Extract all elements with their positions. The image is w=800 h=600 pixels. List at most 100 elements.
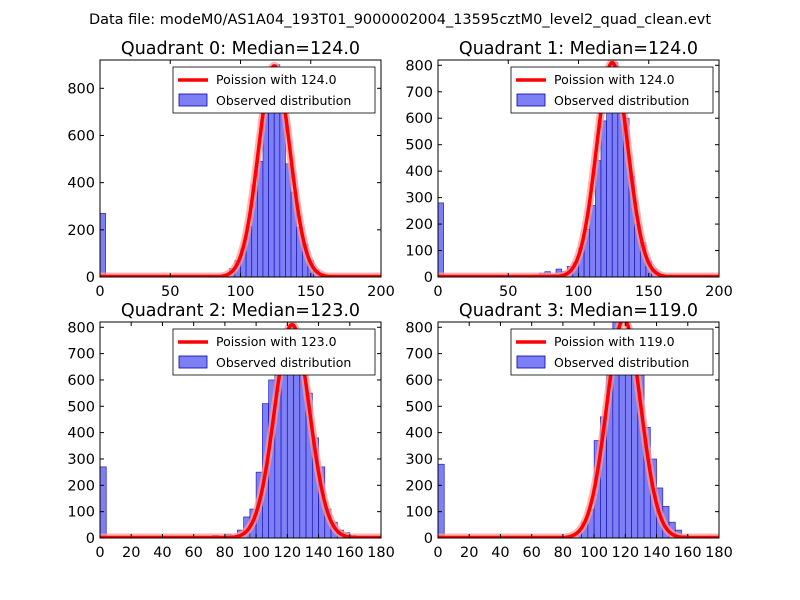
x-tick-label: 180 [705,545,733,561]
legend-patch-swatch [516,93,546,107]
y-tick-label: 800 [405,58,433,74]
axes-frame [437,321,720,539]
histogram-bar [600,120,607,277]
y-tick-label: 700 [405,347,433,363]
x-tick-label: 160 [336,545,364,561]
poisson-curve [438,60,719,277]
poisson-fit [438,322,719,538]
x-tick-label: 0 [95,284,104,300]
y-tick-label: 0 [424,531,433,547]
legend-label-fit: Poission with 124.0 [216,72,337,87]
legend: Poission with 124.0 Observed distribution [172,66,376,114]
x-tick-label: 0 [433,545,442,561]
legend-label-fit: Poission with 119.0 [554,334,675,349]
y-tick-label: 200 [405,478,433,494]
y-tick-label: 400 [405,164,433,180]
y-tick-label: 600 [67,373,95,389]
y-axis: 0 100 200 300 400 500 600 700 800 [405,320,719,547]
subplot-title: Quadrant 0: Median=124.0 [121,39,360,59]
x-tick-label: 100 [242,545,270,561]
poisson-curve [438,322,719,538]
legend-patch-swatch [178,93,208,107]
subplots: Quadrant 0: Median=124.00 50 100 150 2000200… [67,39,733,561]
legend-label-observed: Observed distribution [554,93,689,108]
y-tick-label: 600 [67,128,95,144]
legend-label-fit: Poission with 124.0 [554,72,675,87]
x-tick-label: 100 [580,545,608,561]
y-tick-label: 100 [405,505,433,521]
x-tick-label: 160 [674,545,702,561]
y-axis: 0 200 400 600 800 [67,81,381,286]
x-tick-label: 20 [122,545,140,561]
x-tick-label: 50 [499,284,517,300]
histogram-bar [438,202,444,277]
subplot-0: Quadrant 0: Median=124.0 0 50 100 150 200 0 200… [67,39,395,300]
x-tick-label: 60 [522,545,540,561]
x-tick-label: 40 [491,545,509,561]
y-tick-label: 100 [67,505,95,521]
x-tick-label: 50 [161,284,179,300]
x-tick-label: 200 [705,284,733,300]
legend-label-observed: Observed distribution [554,355,689,370]
legend: Poission with 119.0 Observed distribution [510,328,714,376]
x-axis: 0 20 40 60 80 100 120 140 160 180 [95,322,395,561]
legend: Poission with 123.0 Observed distribution [172,328,376,376]
x-tick-label: 80 [554,545,572,561]
poisson-fit [100,322,381,538]
y-axis: 0 100 200 300 400 500 600 700 800 [67,320,381,547]
x-tick-label: 140 [643,545,671,561]
poisson-fit [438,60,719,277]
y-tick-label: 600 [405,373,433,389]
x-tick-label: 200 [367,284,395,300]
y-tick-label: 200 [67,478,95,494]
y-tick-label: 0 [86,270,95,286]
y-axis: 0 100 200 300 400 500 600 700 800 [405,58,719,286]
subplot-title: Quadrant 2: Median=123.0 [121,301,360,321]
subplot-title: Quadrant 1: Median=124.0 [459,39,698,59]
x-tick-label: 80 [216,545,234,561]
y-tick-label: 400 [67,176,95,192]
y-tick-label: 100 [405,244,433,260]
x-tick-label: 120 [611,545,639,561]
legend-label-observed: Observed distribution [216,355,351,370]
histogram-bar [624,371,632,538]
legend-label-fit: Poission with 123.0 [216,334,337,349]
y-tick-label: 300 [405,191,433,207]
histogram [100,64,359,277]
y-tick-label: 800 [67,320,95,336]
histogram-bar [100,212,106,277]
y-tick-label: 400 [67,426,95,442]
poisson-curve [100,322,381,538]
x-tick-label: 40 [153,545,171,561]
subplot-1: Quadrant 1: Median=124.0 0 50 100 150 200 0 100… [405,39,733,300]
subplot-2: Quadrant 2: Median=123.00 20 40 60 80 100 120 1… [67,301,395,561]
x-tick-label: 100 [565,284,593,300]
x-tick-label: 140 [305,545,333,561]
x-axis: 0 50 100 150 200 [95,60,395,300]
x-tick-label: 0 [433,284,442,300]
x-tick-label: 0 [95,545,104,561]
legend: Poission with 124.0 Observed distribution [510,66,714,114]
histogram-bar [100,466,107,538]
legend-patch-swatch [178,355,208,369]
legend-patch-swatch [516,355,546,369]
y-tick-label: 300 [405,452,433,468]
legend-label-observed: Observed distribution [216,93,351,108]
y-tick-label: 0 [86,531,95,547]
subplot-3: Quadrant 3: Median=119.00 20 40 60 80 100 120 1… [405,301,733,561]
y-tick-label: 600 [405,111,433,127]
x-axis: 0 50 100 150 200 [433,60,733,300]
x-tick-label: 150 [297,284,325,300]
y-tick-label: 400 [405,426,433,442]
y-tick-label: 500 [67,399,95,415]
x-tick-label: 120 [273,545,301,561]
x-tick-label: 60 [184,545,202,561]
x-tick-label: 150 [635,284,663,300]
y-tick-label: 800 [405,320,433,336]
y-tick-label: 200 [405,217,433,233]
y-tick-label: 500 [405,399,433,415]
y-tick-label: 700 [67,347,95,363]
y-tick-label: 0 [424,270,433,286]
histogram-bar [438,463,445,538]
